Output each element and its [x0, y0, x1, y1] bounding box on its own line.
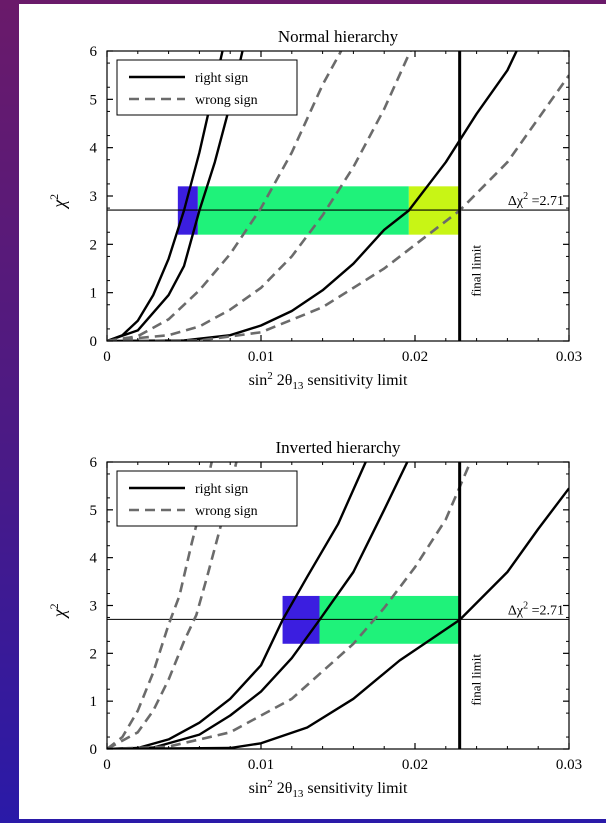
legend-label: right sign [195, 482, 248, 497]
x-tick-label: 0 [103, 757, 111, 773]
legend-label: right sign [195, 71, 248, 86]
series-group [107, 51, 569, 341]
wrong-sign-curve-6 [107, 74, 569, 341]
y-tick-label: 1 [90, 694, 98, 710]
right-sign-curve-4 [107, 462, 409, 749]
x-tick-label: 0.02 [402, 349, 428, 365]
chart-title: Inverted hierarchy [275, 438, 401, 457]
right-sign-curve-5 [107, 51, 518, 341]
legend-box [116, 59, 298, 116]
wrong-sign-curve-4 [107, 51, 412, 341]
y-tick-label: 3 [90, 599, 98, 615]
figure-panel: Normal hierarchy Δχ2 =2.71 final limit 0 0.0… [19, 4, 606, 819]
legend-box [116, 470, 298, 527]
y-tick-label: 4 [90, 141, 98, 157]
y-tick-label: 6 [90, 455, 98, 471]
y-tick-label: 0 [90, 742, 98, 758]
figure-svg: Normal hierarchy Δχ2 =2.71 final limit 0 0.0… [47, 27, 582, 800]
x-tick-label: 0.03 [556, 757, 582, 773]
y-tick-label: 6 [90, 44, 98, 60]
legend-label: wrong sign [195, 93, 258, 108]
wrong-sign-curve-5 [107, 462, 472, 749]
y-tick-label: 5 [90, 503, 98, 519]
y-tick-label: 2 [90, 237, 98, 253]
threshold-label: Δχ2 =2.71 [508, 191, 564, 209]
y-tick-label: 2 [90, 646, 98, 662]
legend-label: wrong sign [195, 504, 258, 519]
final-limit-label: final limit [469, 654, 484, 706]
x-axis-label: sin2 2θ13 sensitivity limit [249, 778, 408, 800]
wrong-sign-curve-2 [107, 462, 238, 749]
x-axis-label: sin2 2θ13 sensitivity limit [249, 370, 408, 392]
y-tick-label: 4 [90, 551, 98, 567]
y-tick-label: 1 [90, 286, 98, 302]
y-tick-label: 0 [90, 334, 98, 350]
x-tick-label: 0.03 [556, 349, 582, 365]
threshold-label: Δχ2 =2.71 [508, 600, 564, 618]
final-limit-label: final limit [469, 245, 484, 297]
chart-1: Normal hierarchy Δχ2 =2.71 final limit 0 0.0… [47, 27, 582, 392]
chart-title: Normal hierarchy [278, 27, 399, 46]
y-tick-label: 5 [90, 92, 98, 108]
right-sign-curve-6 [107, 487, 569, 749]
y-tick-label: 3 [90, 189, 98, 205]
y-axis-label: χ2 [47, 194, 69, 210]
right-sign-curve-3 [107, 462, 367, 749]
y-axis-label: χ2 [47, 603, 69, 619]
x-tick-label: 0.01 [248, 349, 274, 365]
x-tick-label: 0.01 [248, 757, 274, 773]
wrong-sign-curve-3 [107, 51, 343, 341]
x-tick-label: 0 [103, 349, 111, 365]
x-tick-label: 0.02 [402, 757, 428, 773]
